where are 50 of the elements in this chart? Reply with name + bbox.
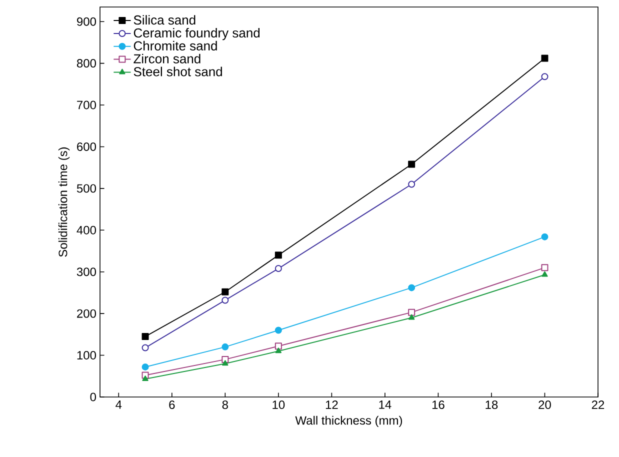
y-tick-label: 800 [76, 59, 96, 68]
point [542, 271, 548, 277]
point [541, 264, 548, 272]
point [541, 73, 548, 80]
legend-label: Ceramic foundry sand [134, 28, 260, 40]
point [275, 348, 282, 354]
x-tick-label: 14 [379, 400, 392, 409]
point [541, 54, 548, 62]
y-tick-label: 100 [77, 351, 96, 360]
y-axis-title: Solidification time (s) [58, 147, 70, 257]
x-tick-label: 16 [432, 400, 444, 410]
point [274, 342, 282, 350]
point [142, 344, 149, 352]
legend-label: Silica sand [134, 15, 196, 25]
legend-label: Zircon sand [134, 54, 200, 64]
point [274, 252, 282, 259]
x-axis-title: Wall thickness (mm) [295, 416, 402, 428]
point [541, 233, 548, 240]
x-tick-label: 22 [592, 400, 604, 409]
point [142, 376, 148, 382]
x-tick-label: 6 [169, 400, 175, 410]
y-tick-label: 500 [76, 184, 96, 193]
point [408, 314, 415, 320]
x-tick-label: 12 [326, 400, 338, 409]
y-tick-label: 300 [76, 268, 96, 276]
point [222, 288, 229, 296]
x-tick-label: 20 [538, 400, 551, 410]
point [222, 296, 229, 304]
point [274, 326, 282, 334]
legend-label: Chromite sand [134, 40, 217, 50]
point [408, 180, 416, 188]
x-tick-label: 4 [116, 400, 122, 409]
point [142, 333, 149, 340]
point [142, 363, 149, 370]
y-tick-label: 400 [76, 226, 96, 234]
y-tick-label: 200 [77, 309, 96, 318]
x-tick-label: 10 [272, 400, 285, 410]
x-tick-label: 18 [486, 400, 498, 410]
point [408, 160, 416, 168]
point [408, 308, 416, 316]
point [408, 284, 416, 292]
y-tick-label: 700 [77, 100, 96, 110]
point [222, 343, 229, 350]
point [222, 360, 228, 366]
point [274, 265, 282, 272]
y-tick-label: 0 [90, 392, 96, 402]
x-tick-label: 8 [222, 400, 228, 410]
y-tick-label: 600 [77, 142, 96, 151]
y-tick-label: 900 [77, 17, 96, 26]
legend-label: Steel shot sand [134, 66, 222, 76]
